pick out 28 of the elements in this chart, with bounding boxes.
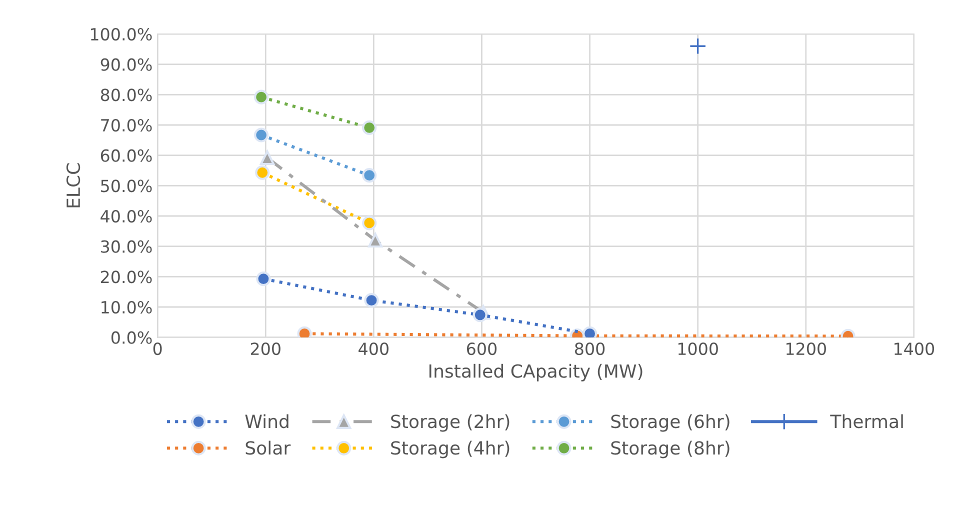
- legend-label: Storage (6hr): [611, 414, 730, 432]
- legend-label: Thermal: [830, 414, 903, 428]
- x-tick-label: 1200: [786, 342, 826, 356]
- y-tick-label: 80.0%: [100, 88, 152, 102]
- x-tick-label: 400: [358, 342, 388, 356]
- legend-label: Solar: [246, 440, 291, 455]
- y-tick-label: 70.0%: [101, 118, 152, 132]
- x-tick-label: 0: [153, 342, 162, 356]
- x-tick-label: 600: [466, 342, 497, 356]
- y-tick-label: 90.0%: [100, 58, 152, 71]
- legend-label: Storage (8hr): [611, 440, 730, 458]
- y-tick-label: 40.0%: [100, 210, 152, 223]
- legend-label: Storage (2hr): [391, 414, 510, 432]
- y-tick-label: 30.0%: [101, 240, 152, 253]
- legend-label: Wind: [245, 414, 288, 428]
- x-tick-label: 1400: [894, 342, 934, 356]
- y-tick-label: 50.0%: [101, 180, 152, 192]
- legend-label: Storage (4hr): [391, 440, 510, 458]
- y-axis-title: ELCC: [66, 163, 80, 208]
- x-tick-label: 800: [575, 342, 605, 356]
- y-tick-label: 10.0%: [102, 300, 152, 314]
- x-axis-title: Installed CApacity (MW): [429, 364, 642, 382]
- x-tick-label: 200: [250, 342, 280, 356]
- y-tick-label: 60.0%: [100, 149, 152, 162]
- y-tick-label: 20.0%: [100, 270, 152, 284]
- x-tick-label: 1000: [678, 342, 718, 356]
- y-tick-label: 0.0%: [111, 331, 152, 344]
- y-tick-label: 100.0%: [90, 28, 152, 41]
